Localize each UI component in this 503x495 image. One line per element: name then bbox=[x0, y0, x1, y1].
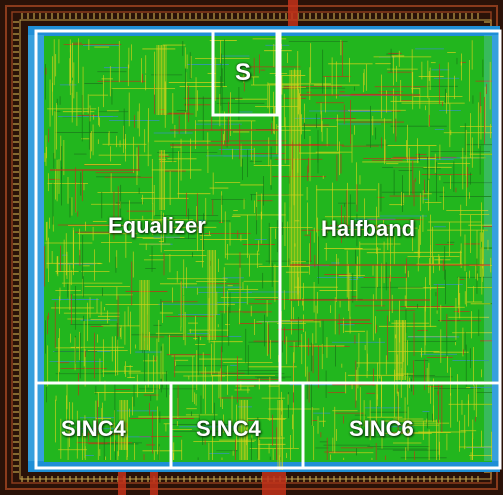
halfband-label: Halfband bbox=[321, 216, 416, 241]
equalizer-label: Equalizer bbox=[108, 213, 206, 238]
halfband-block: Halfband bbox=[280, 31, 500, 383]
sinc4-left-block: SINC4 bbox=[36, 383, 171, 468]
block-outlines bbox=[34, 29, 502, 470]
s-block-outline bbox=[211, 29, 279, 117]
sinc4-mid-label: SINC4 bbox=[196, 416, 261, 441]
equalizer-block: Equalizer bbox=[36, 31, 280, 383]
s-block: S bbox=[213, 31, 277, 115]
core-area bbox=[28, 26, 500, 472]
sinc4-mid-block: SINC4 bbox=[171, 383, 303, 468]
sinc6-block: SINC6 bbox=[303, 383, 500, 468]
s-block-label: S bbox=[235, 59, 252, 86]
routing-layer bbox=[44, 38, 493, 470]
sinc6-label: SINC6 bbox=[349, 416, 414, 441]
sinc4-left-label: SINC4 bbox=[61, 416, 126, 441]
